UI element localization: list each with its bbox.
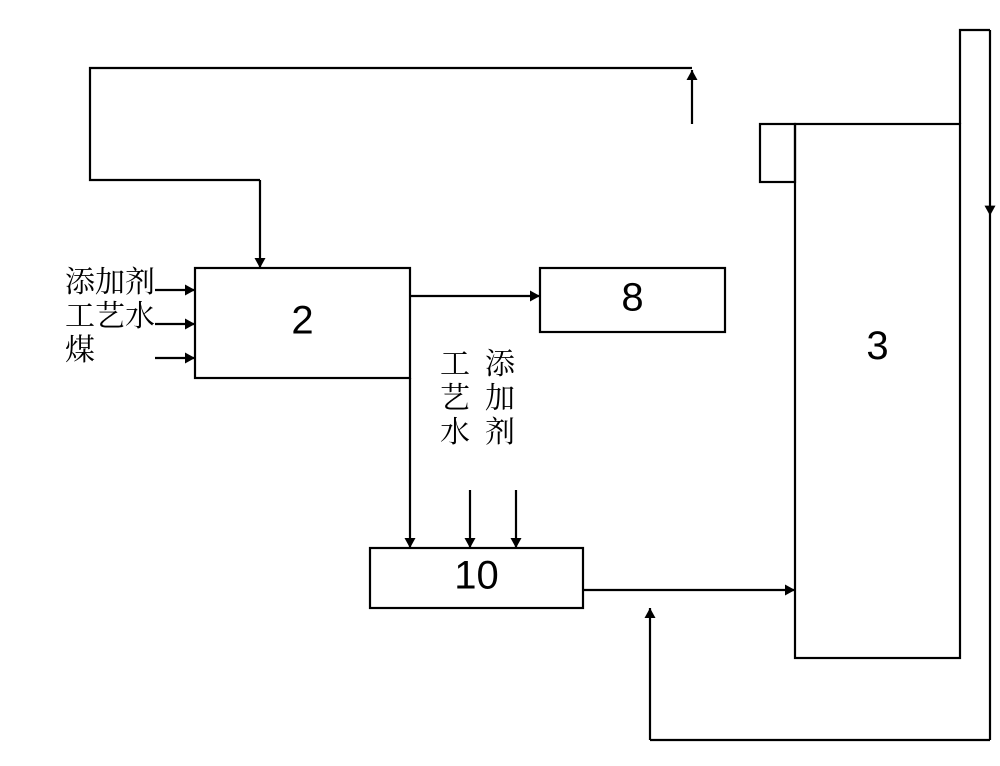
svg-text:煤: 煤 (65, 325, 95, 369)
svg-text:3: 3 (866, 324, 888, 368)
svg-text:剂: 剂 (485, 407, 515, 451)
svg-text:水: 水 (440, 407, 470, 451)
svg-text:8: 8 (621, 276, 643, 320)
svg-text:10: 10 (454, 554, 499, 598)
svg-text:2: 2 (291, 299, 313, 343)
